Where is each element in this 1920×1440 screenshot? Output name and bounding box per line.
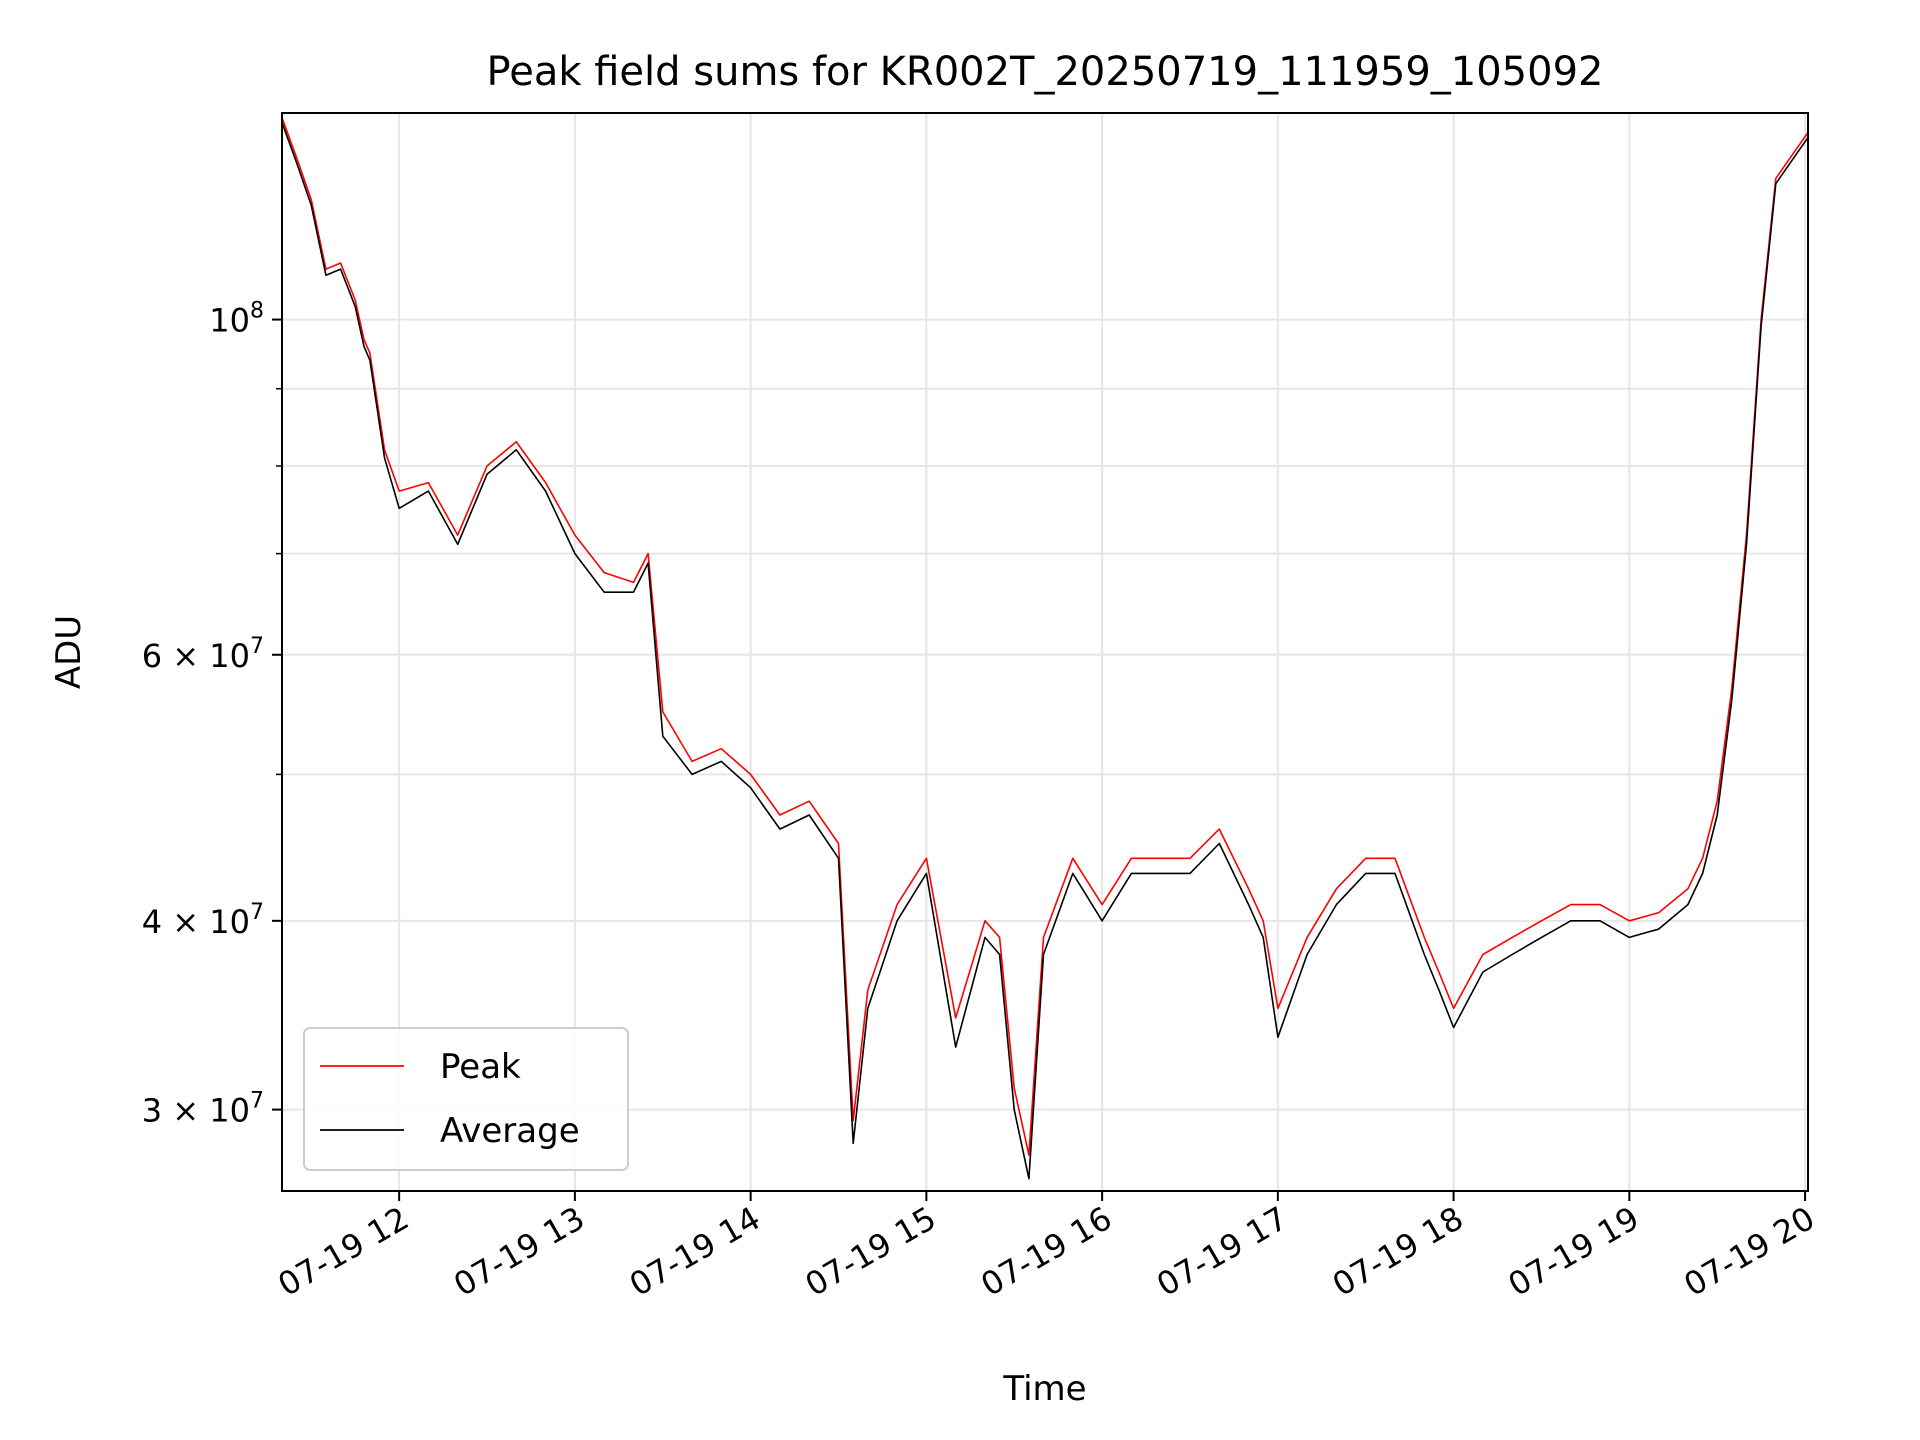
y-tick-label: 3 × 107 — [142, 1089, 264, 1130]
series-line-average — [281, 122, 1809, 1180]
series-line-peak — [281, 117, 1809, 1156]
y-tick-label: 4 × 107 — [142, 900, 264, 941]
legend-box — [303, 1027, 629, 1171]
grid — [282, 113, 1808, 1191]
plot-frame — [281, 112, 1809, 1192]
y-axis-label: ADU — [49, 615, 89, 689]
legend: Peak Average — [303, 1027, 629, 1171]
legend-label-peak: Peak — [440, 1047, 521, 1087]
y-tick-label: 6 × 107 — [142, 634, 264, 675]
x-axis-label: Time — [1002, 1369, 1086, 1409]
chart-title: Peak field sums for KR002T_20250719_1119… — [487, 49, 1604, 95]
series-layer — [281, 117, 1809, 1180]
legend-label-average: Average — [440, 1111, 580, 1151]
